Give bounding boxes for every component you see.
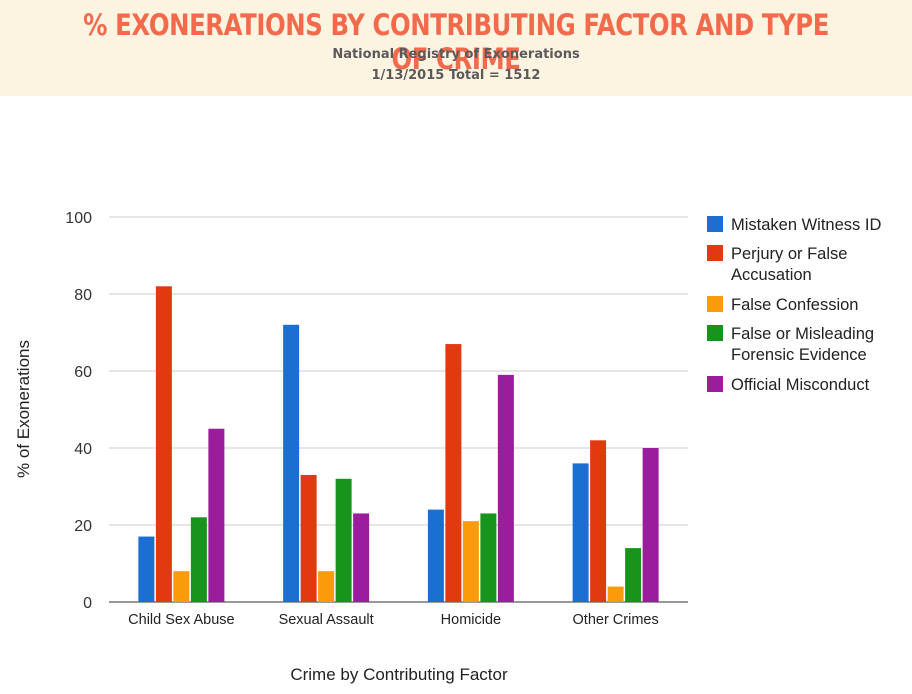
bar — [283, 324, 300, 602]
chart-title: % EXONERATIONS BY CONTRIBUTING FACTOR AN… — [83, 8, 829, 76]
bars — [138, 286, 659, 602]
chart-subtitle: National Registry of Exonerations — [332, 47, 580, 62]
legend-swatch — [707, 296, 723, 312]
bar — [155, 286, 172, 602]
legend-swatch — [707, 216, 723, 232]
category-label: Other Crimes — [573, 612, 659, 628]
legend-label: Forensic Evidence — [731, 346, 867, 364]
legend-label: Accusation — [731, 266, 812, 284]
category-labels: Child Sex Abuse Sexual Assault Homicide Oth… — [128, 612, 659, 628]
legend-swatch — [707, 325, 723, 341]
legend-label: Mistaken Witness ID — [731, 216, 881, 234]
y-axis-title: % of Exonerations — [14, 340, 33, 478]
bar — [462, 521, 479, 602]
legend-swatch — [707, 376, 723, 392]
y-tick-label: 100 — [65, 210, 92, 227]
legend-label: Perjury or False — [731, 245, 847, 263]
bar — [480, 513, 497, 602]
bar — [625, 548, 642, 602]
legend-label: False or Misleading — [731, 325, 874, 343]
legend-label: False Confession — [731, 296, 858, 314]
bar — [607, 586, 624, 602]
y-tick-label: 20 — [74, 518, 92, 535]
bar — [497, 374, 514, 602]
y-tick-label: 60 — [74, 364, 92, 381]
legend: Mistaken Witness ID Perjury or False Accus… — [707, 216, 881, 394]
y-tick-label: 40 — [74, 441, 92, 458]
category-label: Homicide — [441, 612, 501, 628]
bar — [572, 463, 589, 602]
bar — [353, 513, 370, 602]
bar — [190, 517, 207, 602]
bar — [138, 536, 155, 602]
legend-swatch — [707, 245, 723, 261]
legend-label: Official Misconduct — [731, 376, 870, 394]
bar — [318, 571, 335, 602]
chart-date-total: 1/13/2015 Total = 1512 — [371, 68, 541, 83]
bar — [173, 571, 190, 602]
bar — [590, 440, 607, 602]
category-label: Child Sex Abuse — [128, 612, 234, 628]
bar — [300, 474, 317, 602]
bar — [335, 478, 352, 602]
bar — [445, 344, 462, 602]
x-axis-title: Crime by Contributing Factor — [290, 665, 508, 684]
y-tick-label: 80 — [74, 287, 92, 304]
title-banner: % EXONERATIONS BY CONTRIBUTING FACTOR AN… — [0, 0, 912, 96]
bar — [642, 448, 659, 602]
y-tick-label: 0 — [83, 595, 92, 612]
y-tick-labels: 0 20 40 60 80 100 — [65, 210, 92, 612]
bar — [208, 428, 225, 602]
bar — [427, 509, 444, 602]
category-label: Sexual Assault — [279, 612, 374, 628]
